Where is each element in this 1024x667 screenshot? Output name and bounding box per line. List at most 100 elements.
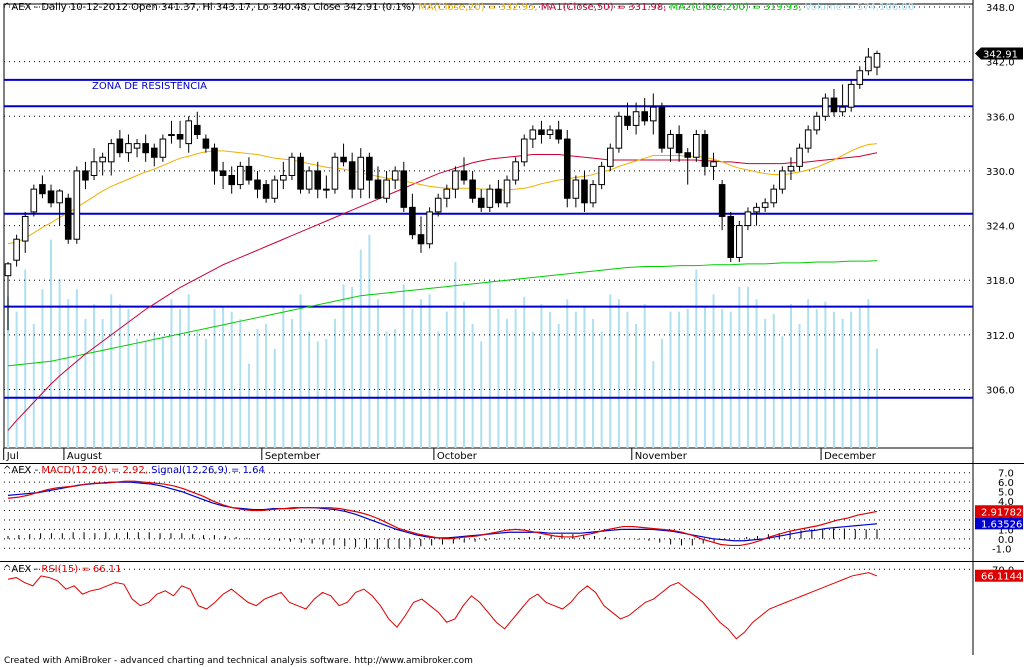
footer-credit: Created with AmiBroker - advanced charti…: [4, 656, 473, 666]
candle-body: [348, 161, 356, 190]
candle-body: [159, 138, 167, 158]
signal-value-flag: [975, 517, 1023, 530]
candle-body: [606, 147, 614, 167]
candle-body: [99, 156, 106, 163]
rsi-header-prefix: ^AEX -: [3, 564, 39, 575]
candle-body: [443, 188, 451, 199]
macd-header-prefix: ^AEX -: [3, 465, 39, 476]
candle-body: [796, 147, 803, 167]
candle-body: [228, 174, 235, 186]
candle-body: [744, 211, 752, 227]
rsi-line: [7, 572, 878, 640]
candle-body: [787, 165, 795, 172]
price-axis-tick: 330.0: [986, 167, 1015, 178]
candle-body: [280, 174, 287, 181]
price-axis-tick: 306.0: [986, 386, 1015, 397]
candle-body: [271, 179, 279, 199]
price-axis-tick: 348.0: [986, 3, 1015, 14]
macd-axis-tick: 7.0: [998, 469, 1014, 480]
candle-body: [176, 134, 184, 140]
candle-body: [168, 134, 175, 136]
candle-body: [546, 129, 554, 135]
candle-body: [254, 179, 261, 190]
candle-body: [572, 179, 580, 199]
ma20-legend: MA(Close,20) = 332.95,: [418, 2, 538, 13]
candle-body: [331, 156, 339, 190]
candle-body: [865, 56, 872, 72]
price-header-prefix: ^AEX - Daily 10-12-2012 Open 341.37, Hi …: [3, 2, 416, 13]
candle-body: [624, 115, 631, 126]
month-label: Jul: [6, 451, 19, 462]
month-label: August: [67, 451, 102, 462]
signal-value-label: 1.63526: [981, 519, 1022, 530]
candle-body: [4, 263, 12, 277]
price-axis-tick: 318.0: [986, 276, 1015, 287]
candle-body: [125, 143, 132, 154]
candle-body: [56, 190, 63, 204]
macd-axis-tick: 0.0: [998, 535, 1014, 546]
macd-axis-tick: 5.0: [998, 488, 1014, 499]
candle-body: [839, 106, 846, 113]
last-price-flag: [975, 47, 1023, 60]
last-price-label: 342.91: [983, 49, 1018, 60]
candle-body: [357, 156, 365, 190]
candle-body: [288, 156, 296, 176]
candle-body: [632, 111, 640, 126]
candle-body: [193, 124, 201, 136]
rsi-legend: RSI(15) = 66.11: [41, 564, 122, 575]
ma200-legend: MA2(Close,200) = 319.93,: [669, 2, 802, 13]
month-label: September: [265, 451, 321, 462]
candle-body: [452, 170, 459, 190]
candle-body: [667, 134, 674, 149]
month-label: December: [824, 451, 877, 462]
candle-body: [581, 179, 588, 204]
candle-body: [701, 134, 709, 167]
ma20-line: [7, 143, 878, 245]
candle-body: [400, 170, 408, 208]
candle-body: [426, 211, 433, 245]
candle-body: [150, 147, 158, 158]
candle-body: [305, 170, 313, 190]
candle-body: [262, 184, 270, 199]
candle-body: [374, 179, 382, 199]
candle-body: [822, 97, 829, 117]
candle-body: [650, 106, 657, 122]
candle-body: [366, 156, 373, 181]
signal-legend: Signal(12,26,9) = 1.64: [151, 465, 265, 476]
ma50-legend: MA1(Close,50) = 331.98,: [540, 2, 667, 13]
candle-body: [830, 97, 838, 113]
candle-body: [202, 138, 210, 149]
candle-body: [727, 215, 735, 258]
candle-body: [142, 143, 149, 154]
candle-body: [813, 115, 821, 131]
candle-body: [64, 197, 72, 240]
rsi-value-flag: [975, 569, 1023, 582]
rsi-value-label: 66.1144: [981, 572, 1022, 583]
candle-body: [21, 215, 29, 242]
candle-body: [323, 188, 330, 191]
price-chart-header: ^AEX - Daily 10-12-2012 Open 341.37, Hi …: [3, 2, 914, 14]
candle-body: [477, 197, 485, 208]
candle-body: [529, 129, 537, 140]
candle-body: [718, 184, 726, 217]
candle-body: [770, 188, 778, 204]
macd-value-label: 2.91782: [981, 507, 1022, 518]
candle-body: [555, 129, 562, 140]
signal-line: [7, 481, 878, 542]
candle-body: [116, 138, 124, 154]
ma200-line: [7, 260, 878, 367]
volume-legend: Volume = 574,106.00: [804, 2, 915, 13]
candle-body: [486, 188, 494, 208]
price-axis-tick: 342.0: [986, 58, 1015, 69]
candle-body: [185, 120, 192, 145]
candle-body: [460, 170, 468, 181]
price-axis-tick: 336.0: [986, 112, 1015, 123]
candle-body: [675, 134, 683, 154]
month-label: November: [635, 451, 688, 462]
candle-body: [779, 170, 786, 190]
macd-axis-tick: 4.0: [998, 497, 1014, 508]
candle-body: [873, 52, 881, 68]
candle-body: [520, 138, 528, 163]
candle-body: [219, 170, 227, 176]
